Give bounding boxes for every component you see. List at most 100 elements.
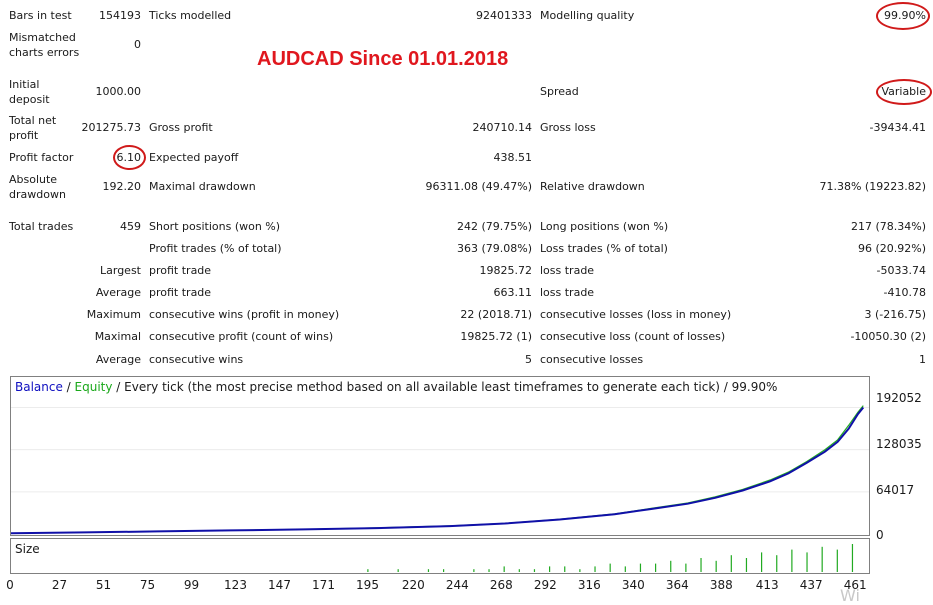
size-bar <box>518 569 520 572</box>
size-label: Size <box>15 542 40 556</box>
loss-trades-label: Loss trades (% of total) <box>540 242 668 255</box>
x-axis-label: 195 <box>356 578 379 592</box>
short-positions-value: 242 (79.75%) <box>456 220 532 233</box>
size-bar <box>579 569 581 572</box>
quality-label: Modelling quality <box>540 9 635 22</box>
legend-balance: Balance <box>15 380 63 394</box>
average-profit-value: 663.11 <box>493 286 533 299</box>
deposit-label: Initial deposit <box>9 78 50 106</box>
size-bar <box>488 569 490 572</box>
x-axis-label: 0 <box>6 578 14 592</box>
expected-payoff-label: Expected payoff <box>149 151 239 164</box>
page-title: AUDCAD Since 01.01.2018 <box>257 48 509 70</box>
size-bar <box>609 563 611 572</box>
size-bar <box>427 569 430 572</box>
relative-drawdown-value: 71.38% (19223.82) <box>819 180 926 193</box>
series-line-balance <box>11 406 865 535</box>
x-axis-label: 99 <box>183 578 200 592</box>
avg-wins-label: consecutive wins <box>149 353 244 366</box>
mismatch-label: Mismatched charts errors <box>9 31 80 59</box>
size-bar <box>624 566 626 572</box>
average-loss-label: loss trade <box>540 286 595 299</box>
long-positions-label: Long positions (won %) <box>540 220 669 233</box>
size-bar <box>670 560 672 572</box>
gross-profit-value: 240710.14 <box>472 121 533 134</box>
x-axis-label: 147 <box>268 578 291 592</box>
max-losses-value: 3 (-216.75) <box>864 308 926 321</box>
size-bar <box>549 566 551 572</box>
size-bar <box>745 558 748 572</box>
size-bar <box>806 552 808 572</box>
size-bar <box>836 549 838 572</box>
gross-profit-label: Gross profit <box>149 121 213 134</box>
y-axis-label: 0 <box>876 528 884 542</box>
size-bar <box>533 569 536 572</box>
average-loss-value: -410.78 <box>883 286 926 299</box>
largest-label: Largest <box>100 264 141 277</box>
maximal-drawdown-value: 96311.08 (49.47%) <box>425 180 532 193</box>
maximal-profit-value: 19825.72 (1) <box>460 330 532 343</box>
x-axis-label: 461 <box>843 578 867 592</box>
legend-separator: / <box>62 380 75 394</box>
x-axis-label: 316 <box>577 578 601 592</box>
largest-loss-label: loss trade <box>540 264 595 277</box>
avg-wins-value: 5 <box>525 353 532 366</box>
size-bar <box>639 563 642 572</box>
balance-chart-panel: Balance / Equity / Every tick (the most … <box>10 376 870 536</box>
x-axis-label: 364 <box>665 578 689 592</box>
maximal-label: Maximal <box>94 330 141 343</box>
maximum-label: Maximum <box>86 308 141 321</box>
deposit-value: 1000.00 <box>95 85 142 98</box>
net-profit-value: 201275.73 <box>81 121 142 134</box>
size-bar <box>473 569 475 572</box>
profit-factor-annotation-circle <box>113 145 146 170</box>
size-bar <box>700 558 702 572</box>
quality-annotation-circle <box>876 2 930 30</box>
watermark-text: Wi <box>840 586 860 605</box>
legend-equity: Equity <box>74 380 113 394</box>
net-profit-label: Total net profit <box>9 114 57 142</box>
size-bar <box>503 566 505 572</box>
x-axis-label: 171 <box>312 578 335 592</box>
x-axis-label: 437 <box>799 578 823 592</box>
x-axis-label: 27 <box>51 578 68 592</box>
ticks-value: 92401333 <box>476 9 532 22</box>
largest-profit-label: profit trade <box>149 264 212 277</box>
avg-losses-label: consecutive losses <box>540 353 644 366</box>
maximal-profit-label: consecutive profit (count of wins) <box>149 330 334 343</box>
profit-trades-label: Profit trades (% of total) <box>149 242 282 255</box>
loss-trades-value: 96 (20.92%) <box>857 242 926 255</box>
size-bar <box>821 546 823 572</box>
largest-profit-value: 19825.72 <box>479 264 533 277</box>
x-axis-label: 292 <box>533 578 557 592</box>
size-bar <box>443 569 445 572</box>
ticks-label: Ticks modelled <box>149 9 232 22</box>
size-bar <box>594 566 596 572</box>
y-axis-label: 192052 <box>876 391 922 405</box>
bars-value: 154193 <box>99 9 141 22</box>
size-bar <box>564 566 566 572</box>
y-axis-label: 128035 <box>876 437 922 451</box>
size-bar <box>776 555 778 572</box>
gross-loss-label: Gross loss <box>540 121 596 134</box>
spread-annotation-circle <box>876 79 932 105</box>
size-bar <box>715 560 717 572</box>
size-bar <box>791 549 793 572</box>
x-axis-label: 123 <box>224 578 247 592</box>
size-bar <box>851 544 854 572</box>
avg-losses-value: 1 <box>919 353 926 366</box>
total-trades-value: 459 <box>120 220 141 233</box>
size-chart-svg <box>367 544 854 572</box>
x-axis-label: 340 <box>621 578 645 592</box>
x-axis-label: 268 <box>489 578 513 592</box>
x-axis-label: 51 <box>95 578 112 592</box>
x-axis-label: 220 <box>401 578 425 592</box>
short-positions-label: Short positions (won %) <box>149 220 281 233</box>
x-axis-label: 75 <box>139 578 156 592</box>
total-trades-label: Total trades <box>9 220 74 233</box>
size-bar <box>655 563 657 572</box>
absolute-drawdown-value: 192.20 <box>102 180 142 193</box>
legend-description: / Every tick (the most precise method ba… <box>112 380 778 394</box>
bars-label: Bars in test <box>9 9 72 22</box>
maximal-loss-value: -10050.30 (2) <box>850 330 926 343</box>
